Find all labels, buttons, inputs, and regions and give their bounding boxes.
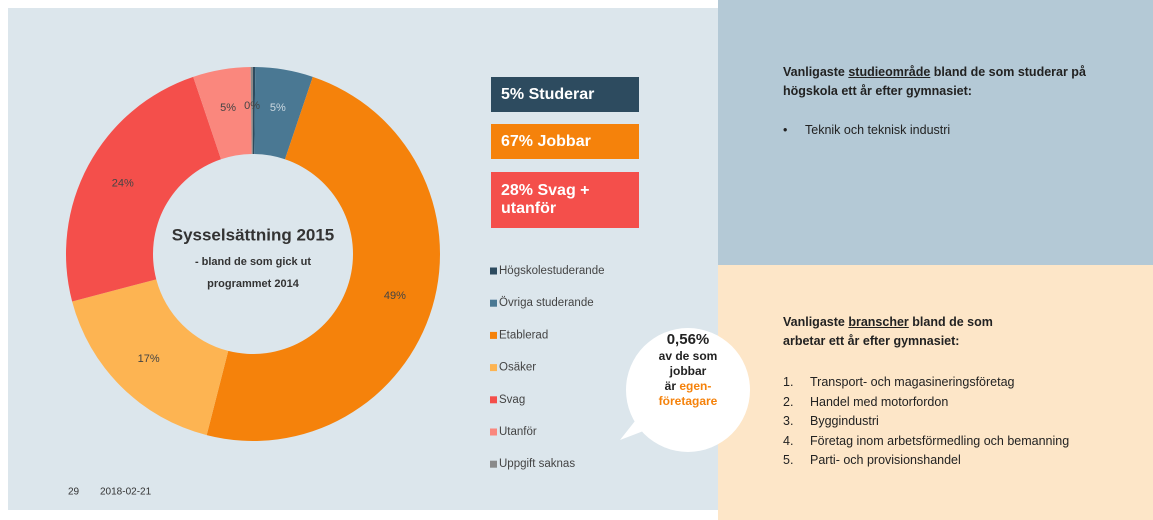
study-title: Vanligaste studieområde bland de som stu… (783, 63, 1118, 101)
item-text: Teknik och teknisk industri (805, 123, 951, 137)
title-underlined: studieområde (848, 65, 931, 79)
legend-label: Högskolestuderande (499, 265, 605, 277)
branch-item: 3. Byggindustri (783, 412, 1143, 432)
legend-label: Svag (499, 394, 525, 406)
title-part: Vanligaste (783, 315, 845, 329)
bubble-line: företagare (658, 394, 718, 408)
bubble-line: av de som (658, 349, 718, 363)
title-part: Vanligaste (783, 65, 845, 79)
item-text: Företag inom arbetsförmedling och bemann… (810, 433, 1070, 448)
bubble (626, 328, 750, 452)
branch-item: 1. Transport- och magasineringsföretag (783, 373, 1143, 393)
data-label: 5% (270, 102, 286, 114)
legend-label: Övriga studerande (499, 297, 594, 309)
chart-subtitle: - bland de som gick ut (195, 256, 311, 268)
legend-label: Etablerad (499, 329, 548, 341)
study-item: • Teknik och teknisk industri (783, 121, 1118, 141)
legend-label: Utanför (499, 426, 537, 438)
data-label: 0% (244, 100, 260, 112)
bubble-word: egen- (679, 379, 712, 393)
donut: 5% 49% 17% 24% 5% 0% (65, 67, 441, 442)
slice (65, 76, 222, 302)
slice (72, 279, 229, 436)
legend-label: Uppgift saknas (499, 458, 575, 470)
branches: Vanligaste branscher bland de som arbeta… (783, 313, 1008, 351)
item-number: 5. (783, 453, 794, 467)
date: 2018-02-21 (100, 487, 152, 498)
summary-box: 28% Svag + utanför (491, 172, 639, 228)
branch-item: 4. Företag inom arbetsförmedling och bema… (783, 432, 1143, 452)
item-number: 3. (783, 414, 794, 428)
legend: Högskolestuderande Övriga studerande Etabl… (490, 265, 605, 470)
chart-title: Sysselsättning 2015 (172, 225, 335, 244)
slice (193, 67, 252, 160)
bubble-line: jobbar (669, 364, 707, 378)
bubble-value: 0,56% (666, 331, 710, 348)
item-number: 4. (783, 433, 794, 448)
branch-item: 2. Handel med motorfordon (783, 393, 1143, 413)
slice (253, 67, 256, 155)
slice (250, 67, 253, 155)
bullet: • (783, 123, 788, 137)
data-label: 5% (220, 102, 236, 114)
legend-swatch (490, 396, 497, 404)
branch-title: Vanligaste branscher bland de som arbeta… (783, 313, 1008, 351)
legend-swatch (490, 299, 497, 307)
legend-swatch (490, 428, 497, 436)
item-text: Parti- och provisionshandel (810, 453, 961, 467)
item-number: 1. (783, 375, 794, 389)
item-text: Handel med motorfordon (810, 394, 949, 409)
legend-swatch (490, 460, 497, 468)
bubble-text: 0,56% av de som jobbar är egen- företaga… (628, 330, 748, 409)
chart-subtitle: programmet 2014 (207, 278, 300, 290)
bubble-line: är egen- (628, 379, 748, 394)
study-panel (718, 0, 1153, 265)
data-label: 24% (112, 178, 134, 190)
study-list: • Teknik och teknisk industri (783, 121, 1118, 141)
title-part: bland de som studerar på högskola ett år… (783, 65, 1086, 98)
item-text: Transport- och magasineringsföretag (810, 375, 1015, 389)
data-label: 49% (384, 290, 406, 302)
item-number: 2. (783, 394, 794, 409)
summary-box: 5% Studerar (491, 77, 639, 112)
title-underlined: branscher (848, 315, 909, 329)
slice (254, 67, 313, 160)
page-number: 29 (68, 487, 80, 498)
legend-label: Osäker (499, 362, 536, 374)
data-label: 17% (138, 353, 160, 365)
slice (206, 76, 441, 442)
study: Vanligaste studieområde bland de som stu… (783, 63, 1118, 141)
legend-swatch (490, 364, 497, 372)
title-part: bland de som arbetar ett år efter gymnas… (783, 315, 993, 348)
branch-panel (718, 265, 1153, 520)
item-text: Byggindustri (810, 414, 879, 428)
legend-swatch (490, 267, 497, 275)
bubble-word: är (664, 379, 676, 393)
branch-list: 1. Transport- och magasineringsföretag 2. H… (783, 373, 1143, 471)
legend-swatch (490, 331, 497, 339)
summary-box: 67% Jobbar (491, 124, 639, 159)
branch-item: 5. Parti- och provisionshandel (783, 451, 1143, 471)
